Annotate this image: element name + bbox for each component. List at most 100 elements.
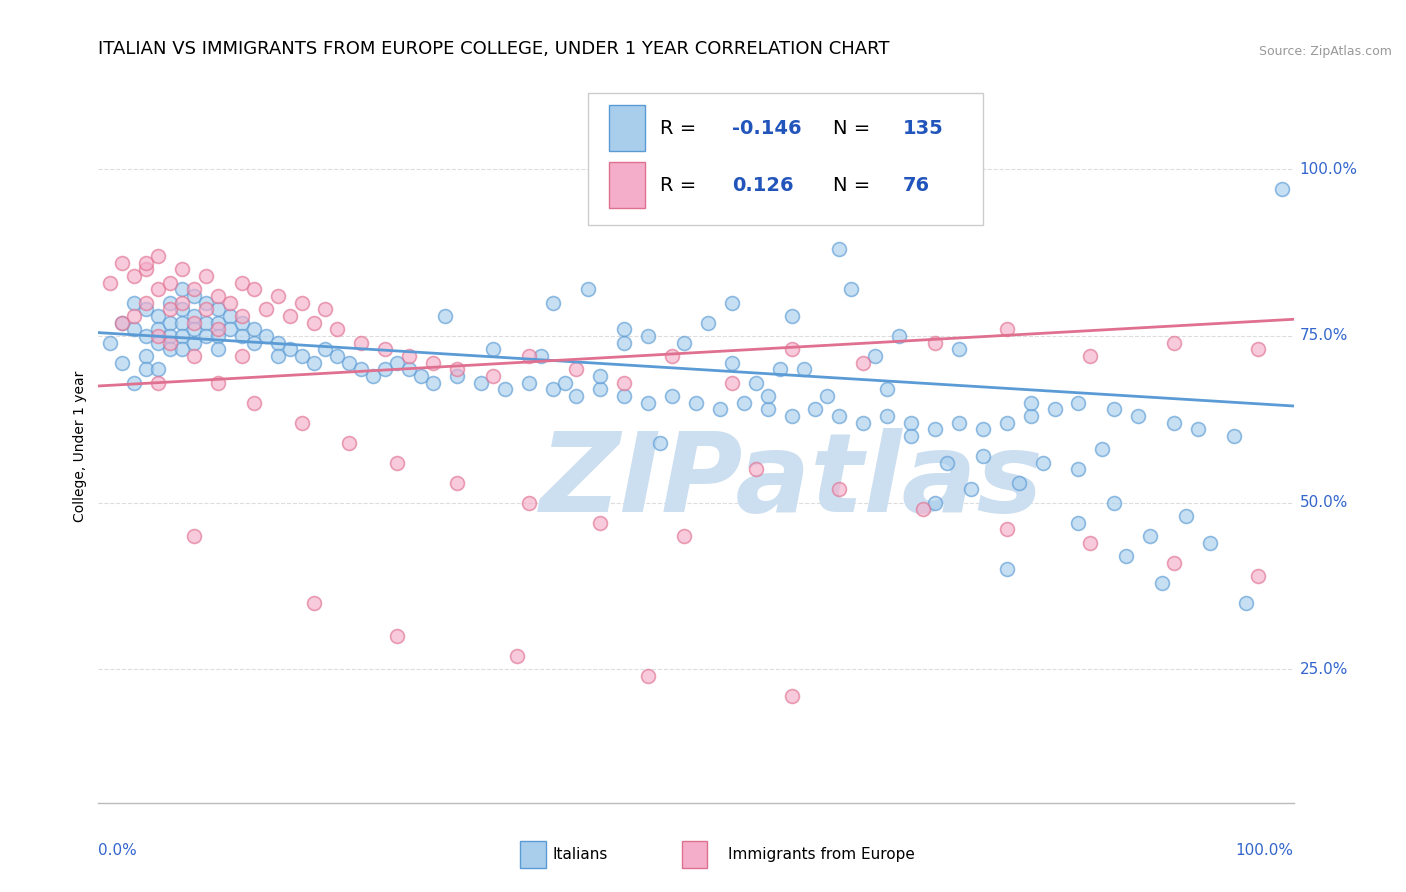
Point — [1128, 409, 1150, 423]
Point — [1102, 496, 1125, 510]
Point — [207, 302, 229, 317]
Point — [254, 302, 277, 317]
Point — [350, 335, 373, 350]
Point — [972, 422, 994, 436]
Point — [481, 343, 505, 357]
Point — [124, 376, 146, 390]
Point — [589, 516, 612, 530]
Point — [398, 362, 420, 376]
Point — [385, 356, 409, 370]
Point — [995, 416, 1018, 430]
Point — [374, 343, 396, 357]
Point — [111, 316, 134, 330]
Point — [422, 356, 444, 370]
Text: 135: 135 — [903, 119, 943, 138]
Text: 25.0%: 25.0% — [1299, 662, 1348, 677]
Point — [148, 335, 170, 350]
Text: 75.0%: 75.0% — [1299, 328, 1348, 343]
Point — [315, 302, 337, 317]
Point — [231, 349, 253, 363]
Point — [1271, 182, 1294, 196]
Point — [183, 316, 205, 330]
Point — [422, 376, 444, 390]
Point — [183, 335, 205, 350]
Point — [1246, 569, 1268, 583]
Point — [111, 255, 134, 269]
Point — [374, 362, 396, 376]
Point — [172, 329, 194, 343]
Point — [124, 295, 146, 310]
Point — [1032, 456, 1054, 470]
Point — [1175, 509, 1198, 524]
Point — [159, 276, 181, 290]
Y-axis label: College, Under 1 year: College, Under 1 year — [73, 370, 87, 522]
Point — [1067, 395, 1090, 409]
Text: R =: R = — [661, 176, 703, 195]
Text: Source: ZipAtlas.com: Source: ZipAtlas.com — [1258, 45, 1392, 58]
Point — [207, 316, 229, 330]
Point — [135, 362, 157, 376]
Point — [326, 322, 349, 336]
Point — [900, 416, 922, 430]
Point — [780, 409, 803, 423]
Point — [470, 376, 492, 390]
Point — [685, 395, 707, 409]
Point — [1187, 422, 1209, 436]
Point — [385, 456, 409, 470]
Point — [924, 422, 946, 436]
Point — [243, 395, 266, 409]
Point — [852, 416, 875, 430]
Point — [219, 309, 242, 323]
Text: ZIPatlas: ZIPatlas — [540, 428, 1043, 535]
Point — [302, 316, 325, 330]
Point — [828, 242, 851, 256]
Point — [889, 329, 911, 343]
Point — [697, 316, 720, 330]
Point — [194, 295, 217, 310]
Point — [1163, 416, 1185, 430]
Point — [517, 496, 540, 510]
Point — [804, 402, 827, 417]
Point — [124, 322, 146, 336]
Point — [398, 349, 420, 363]
Point — [219, 322, 242, 336]
Point — [326, 349, 349, 363]
Point — [911, 502, 934, 516]
Point — [1007, 475, 1029, 490]
Point — [995, 322, 1018, 336]
Point — [302, 356, 325, 370]
Point — [135, 295, 157, 310]
Point — [1163, 335, 1185, 350]
Point — [1019, 395, 1042, 409]
Point — [673, 335, 696, 350]
Point — [231, 276, 253, 290]
Text: 100.0%: 100.0% — [1299, 161, 1358, 177]
Point — [172, 295, 194, 310]
Point — [290, 349, 312, 363]
Point — [733, 395, 755, 409]
Point — [506, 649, 529, 664]
Point — [159, 335, 181, 350]
Point — [780, 343, 803, 357]
Point — [637, 395, 659, 409]
Point — [745, 462, 768, 476]
Point — [446, 362, 468, 376]
Text: 0.0%: 0.0% — [98, 843, 138, 858]
Point — [135, 302, 157, 317]
Point — [183, 322, 205, 336]
FancyBboxPatch shape — [609, 162, 644, 209]
Point — [517, 349, 540, 363]
Text: 50.0%: 50.0% — [1299, 495, 1348, 510]
Text: N =: N = — [834, 119, 877, 138]
Point — [1222, 429, 1246, 443]
Point — [1139, 529, 1161, 543]
Point — [148, 322, 170, 336]
Point — [159, 316, 181, 330]
Point — [1234, 596, 1257, 610]
Point — [446, 475, 468, 490]
Point — [1080, 535, 1102, 549]
Point — [613, 335, 636, 350]
Point — [1091, 442, 1114, 457]
Point — [972, 449, 994, 463]
Point — [1102, 402, 1125, 417]
